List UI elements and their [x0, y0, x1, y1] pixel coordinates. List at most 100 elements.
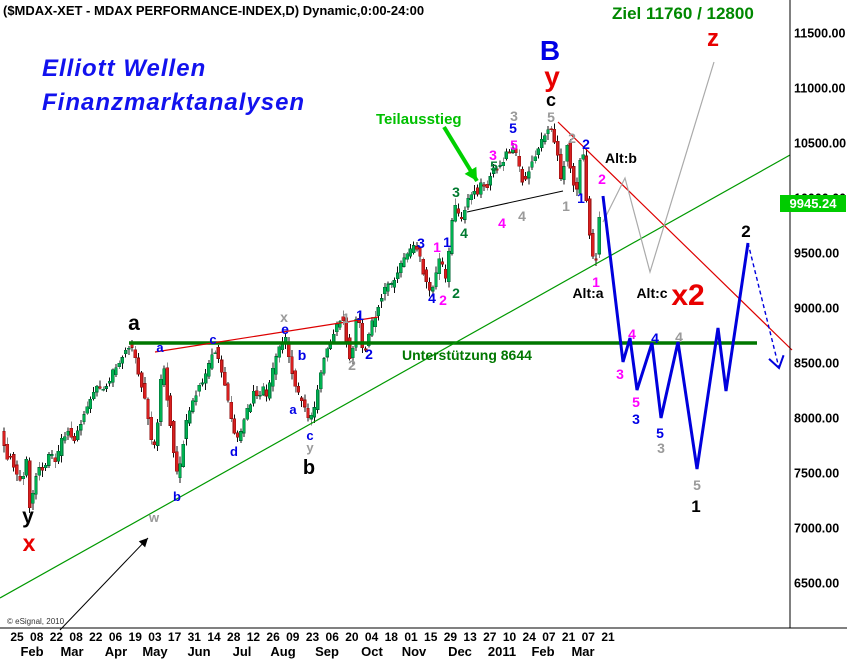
wave-label-Alt:c: Alt:c	[636, 285, 667, 301]
wave-label-5: 5	[656, 425, 664, 441]
window-title: ($MDAX-XET - MDAX PERFORMANCE-INDEX,D) D…	[3, 3, 425, 18]
wave-label-2: 2	[741, 222, 750, 241]
wave-label-c: c	[306, 428, 313, 443]
wave-label-5: 5	[693, 477, 701, 493]
date-tick-label: 01	[404, 630, 418, 644]
date-tick-label: 26	[266, 630, 280, 644]
date-tick-label: 08	[30, 630, 44, 644]
price-tick-label: 8000.00	[794, 412, 839, 426]
month-tick-label: Nov	[402, 644, 427, 659]
date-tick-label: 31	[188, 630, 202, 644]
branding-line1: Elliott Wellen	[42, 55, 207, 82]
wave-label-2: 2	[582, 136, 590, 152]
wave-label-5: 5	[490, 158, 498, 174]
month-tick-label: May	[142, 644, 168, 659]
date-tick-label: 19	[129, 630, 143, 644]
red-trendline-rising	[154, 316, 379, 353]
date-tick-label: 25	[10, 630, 24, 644]
price-tick-label: 8500.00	[794, 357, 839, 371]
wave-label-Alt:a: Alt:a	[572, 285, 603, 301]
black-arrow	[59, 537, 149, 631]
wave-label-1: 1	[356, 307, 364, 323]
date-tick-label: 09	[286, 630, 300, 644]
wave-label-2: 2	[365, 346, 373, 362]
support-level-label: Unterstützung 8644	[402, 347, 532, 363]
wave-label-a: a	[128, 312, 140, 335]
date-tick-label: 22	[50, 630, 64, 644]
wave-label-4: 4	[518, 208, 526, 224]
wave-label-1: 1	[592, 274, 600, 290]
date-tick-label: 27	[483, 630, 497, 644]
date-tick-label: 07	[582, 630, 596, 644]
price-tick-label: 6500.00	[794, 577, 839, 591]
month-tick-label: Sep	[315, 644, 339, 659]
month-tick-label: Dec	[448, 644, 472, 659]
wave-label-d: d	[230, 444, 238, 459]
price-tick-label: 11000.00	[794, 82, 845, 96]
date-tick-label: 28	[227, 630, 241, 644]
price-tick-label: 9500.00	[794, 247, 839, 261]
wave-label-4: 4	[675, 329, 683, 345]
date-tick-label: 03	[148, 630, 162, 644]
target-label: Ziel 11760 / 12800	[612, 4, 754, 23]
wave-label-b: b	[173, 489, 181, 504]
date-tick-label: 21	[601, 630, 615, 644]
black-wave-line	[466, 190, 564, 213]
wave-label-Alt:b: Alt:b	[605, 150, 637, 166]
month-tick-label: Feb	[531, 644, 554, 659]
wave-label-3: 3	[489, 147, 497, 163]
wave-label-2: 2	[452, 285, 460, 301]
wave-label-a: a	[156, 340, 164, 355]
wave-label-3: 3	[632, 411, 640, 427]
wave-label-x2: x2	[671, 279, 704, 312]
date-tick-label: 13	[463, 630, 477, 644]
price-tick-label: 9000.00	[794, 302, 839, 316]
month-tick-label: Jul	[233, 644, 252, 659]
month-tick-label: Aug	[270, 644, 295, 659]
month-tick-label: Mar	[571, 644, 594, 659]
red-trendline-falling	[557, 121, 793, 351]
gray-alt-projection	[602, 61, 715, 275]
wave-label-1: 1	[443, 234, 451, 250]
month-tick-label: Mar	[60, 644, 83, 659]
month-tick-label: Oct	[361, 644, 383, 659]
date-tick-label: 18	[385, 630, 399, 644]
date-tick-label: 29	[444, 630, 458, 644]
wave-label-3: 3	[616, 366, 624, 382]
wave-label-4: 4	[428, 290, 436, 306]
blue-projection-arrow	[747, 242, 785, 370]
wave-label-1: 1	[562, 198, 570, 214]
price-tick-label: 7500.00	[794, 467, 839, 481]
branding-line2: Finanzmarktanalysen	[42, 89, 306, 116]
price-tick-label: 10500.00	[794, 137, 846, 151]
date-tick-label: 17	[168, 630, 182, 644]
wave-label-1: 1	[342, 310, 350, 326]
date-tick-label: 10	[503, 630, 517, 644]
date-tick-label: 04	[365, 630, 379, 644]
wave-label-5: 5	[547, 109, 555, 125]
wave-label-4: 4	[628, 326, 636, 342]
wave-label-B: B	[540, 35, 560, 66]
blue-wave-projection	[601, 195, 750, 470]
wave-label-y: y	[22, 505, 34, 528]
last-price-badge: 9945.24	[780, 195, 846, 212]
wave-label-x: x	[280, 309, 288, 325]
date-tick-label: 12	[247, 630, 261, 644]
wave-label-3: 3	[657, 440, 665, 456]
month-tick-label: Feb	[20, 644, 43, 659]
wave-label-2: 2	[598, 171, 606, 187]
wave-label-x: x	[23, 530, 36, 556]
wave-label-4: 4	[460, 225, 468, 241]
wave-label-a: a	[289, 402, 297, 417]
wave-label-z: z	[707, 25, 719, 52]
date-tick-label: 21	[562, 630, 576, 644]
date-tick-label: 23	[306, 630, 320, 644]
date-tick-label: 22	[89, 630, 103, 644]
candles	[2, 123, 601, 513]
wave-label-1: 1	[433, 239, 441, 255]
date-tick-label: 07	[542, 630, 556, 644]
wave-label-y: y	[544, 61, 560, 92]
wave-label-3: 3	[510, 108, 518, 124]
wave-label-2: 2	[348, 357, 356, 373]
